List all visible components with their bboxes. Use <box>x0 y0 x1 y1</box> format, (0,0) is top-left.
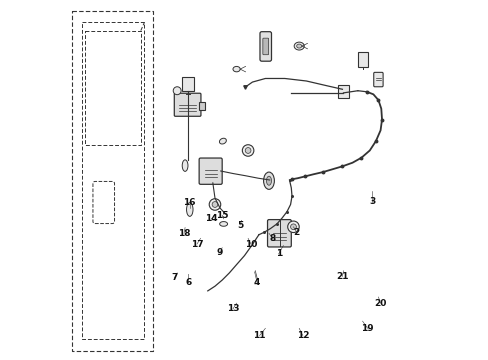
FancyBboxPatch shape <box>260 32 271 61</box>
FancyBboxPatch shape <box>338 85 348 98</box>
Text: 2: 2 <box>293 228 299 237</box>
Text: 17: 17 <box>190 240 203 248</box>
Text: 11: 11 <box>253 331 265 340</box>
Text: 9: 9 <box>216 248 223 257</box>
FancyBboxPatch shape <box>267 220 291 247</box>
FancyBboxPatch shape <box>174 93 201 116</box>
Text: 20: 20 <box>374 299 386 307</box>
Circle shape <box>290 224 296 230</box>
FancyBboxPatch shape <box>373 72 382 87</box>
Ellipse shape <box>219 138 226 144</box>
Ellipse shape <box>186 203 193 216</box>
Circle shape <box>244 148 250 153</box>
FancyBboxPatch shape <box>263 38 268 55</box>
FancyBboxPatch shape <box>199 102 204 110</box>
Text: 19: 19 <box>361 324 373 333</box>
Ellipse shape <box>266 176 271 185</box>
Circle shape <box>173 87 181 95</box>
Text: 15: 15 <box>216 211 228 220</box>
Text: 8: 8 <box>269 234 275 243</box>
Text: 16: 16 <box>183 198 196 207</box>
Text: 4: 4 <box>253 278 260 287</box>
Circle shape <box>242 145 253 156</box>
Text: 1: 1 <box>275 249 281 258</box>
Text: 14: 14 <box>204 215 217 223</box>
FancyBboxPatch shape <box>199 158 222 184</box>
Ellipse shape <box>263 172 274 189</box>
Text: 12: 12 <box>296 331 308 340</box>
Ellipse shape <box>182 160 187 171</box>
Circle shape <box>287 221 299 233</box>
Ellipse shape <box>219 222 227 226</box>
Circle shape <box>209 199 220 210</box>
Ellipse shape <box>294 42 304 50</box>
Text: 7: 7 <box>171 274 177 282</box>
Text: 6: 6 <box>185 278 191 287</box>
Ellipse shape <box>296 44 301 48</box>
Text: 18: 18 <box>178 229 190 238</box>
Text: 3: 3 <box>368 197 375 206</box>
FancyBboxPatch shape <box>182 77 194 91</box>
Ellipse shape <box>232 66 240 72</box>
Text: 5: 5 <box>237 220 243 230</box>
Circle shape <box>212 202 218 207</box>
Text: 21: 21 <box>335 272 348 281</box>
Text: 13: 13 <box>226 305 239 313</box>
Text: 10: 10 <box>244 240 257 248</box>
FancyBboxPatch shape <box>357 52 367 67</box>
